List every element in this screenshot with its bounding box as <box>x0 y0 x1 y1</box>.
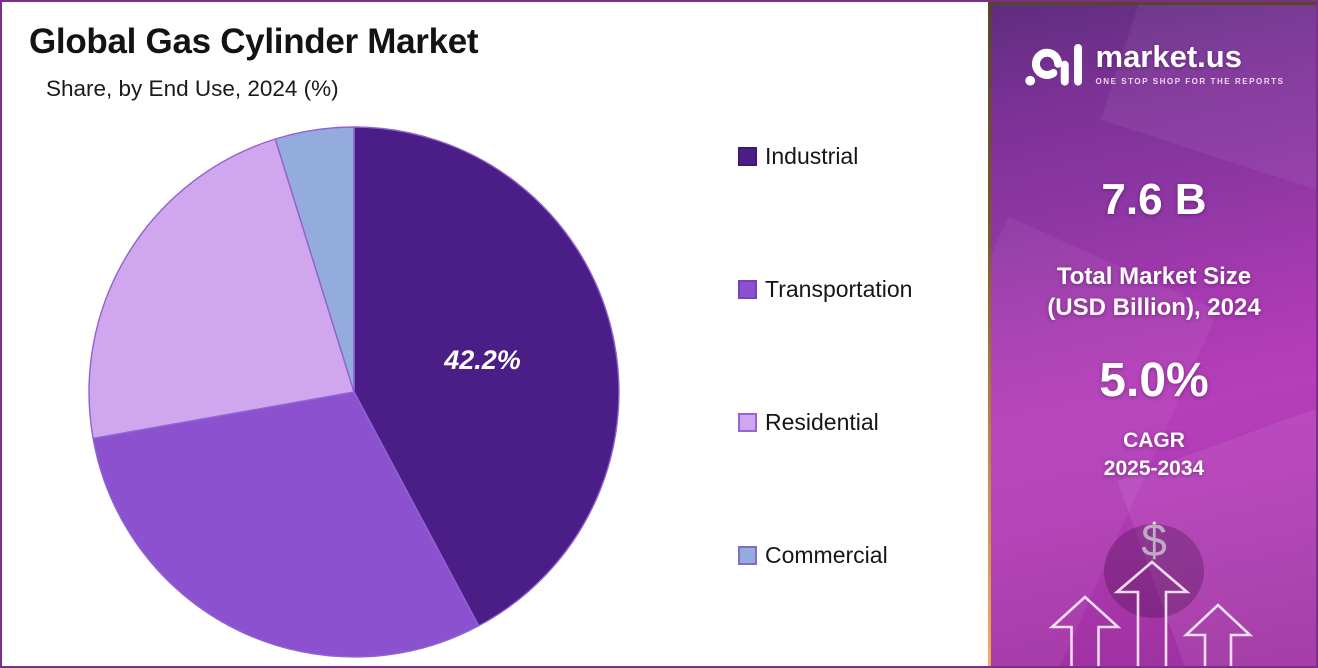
legend-swatch <box>738 279 757 299</box>
legend: Industrial Transportation Residential Comme… <box>738 143 912 666</box>
cagr-value: 5.0% <box>1099 354 1209 407</box>
brand-panel: market.us ONE STOP SHOP FOR THE REPORTS … <box>991 5 1316 666</box>
pie-slice <box>92 391 480 658</box>
pie-slice <box>274 126 355 393</box>
legend-swatch <box>738 545 757 565</box>
legend-swatch <box>738 146 757 166</box>
panel-border: market.us ONE STOP SHOP FOR THE REPORTS … <box>988 2 1316 666</box>
legend-label: Commercial <box>765 541 888 568</box>
legend-item: Industrial <box>738 143 912 169</box>
cagr-label-line1: CAGR <box>1123 429 1185 452</box>
pie-slice <box>88 138 355 440</box>
market-size-label-line1: Total Market Size <box>1056 263 1252 290</box>
logo-icon <box>1024 43 1082 86</box>
market-us-logo: market.us ONE STOP SHOP FOR THE REPORTS <box>991 35 1316 91</box>
growth-arrows-icon <box>1048 524 1254 666</box>
market-size-value: 7.6 B <box>1101 175 1207 224</box>
dollar-icon: $ <box>991 513 1316 567</box>
pie-slice <box>353 126 620 627</box>
logo-tagline: ONE STOP SHOP FOR THE REPORTS <box>1095 76 1285 86</box>
legend-item: Transportation <box>738 276 912 302</box>
market-size-label-line2: (USD Billion), 2024 <box>1047 294 1261 322</box>
market-size-label: Total Market Size (USD Billion), 2024 <box>991 261 1316 323</box>
pie-slice-label: 42.2% <box>443 345 521 375</box>
legend-swatch <box>738 412 757 432</box>
legend-label: Residential <box>765 408 879 435</box>
legend-item: Commercial <box>738 542 912 568</box>
legend-item: Residential <box>738 409 912 435</box>
cagr-label: CAGR 2025-2034 <box>991 427 1316 484</box>
chart-subtitle: Share, by End Use, 2024 (%) <box>46 76 339 101</box>
legend-label: Transportation <box>765 275 913 302</box>
legend-label: Industrial <box>765 142 859 169</box>
cagr-label-line2: 2025-2034 <box>1103 457 1205 481</box>
logo-text: market.us <box>1095 38 1242 74</box>
pie-chart: 42.2% <box>88 126 620 658</box>
page-title: Global Gas Cylinder Market <box>29 22 479 61</box>
